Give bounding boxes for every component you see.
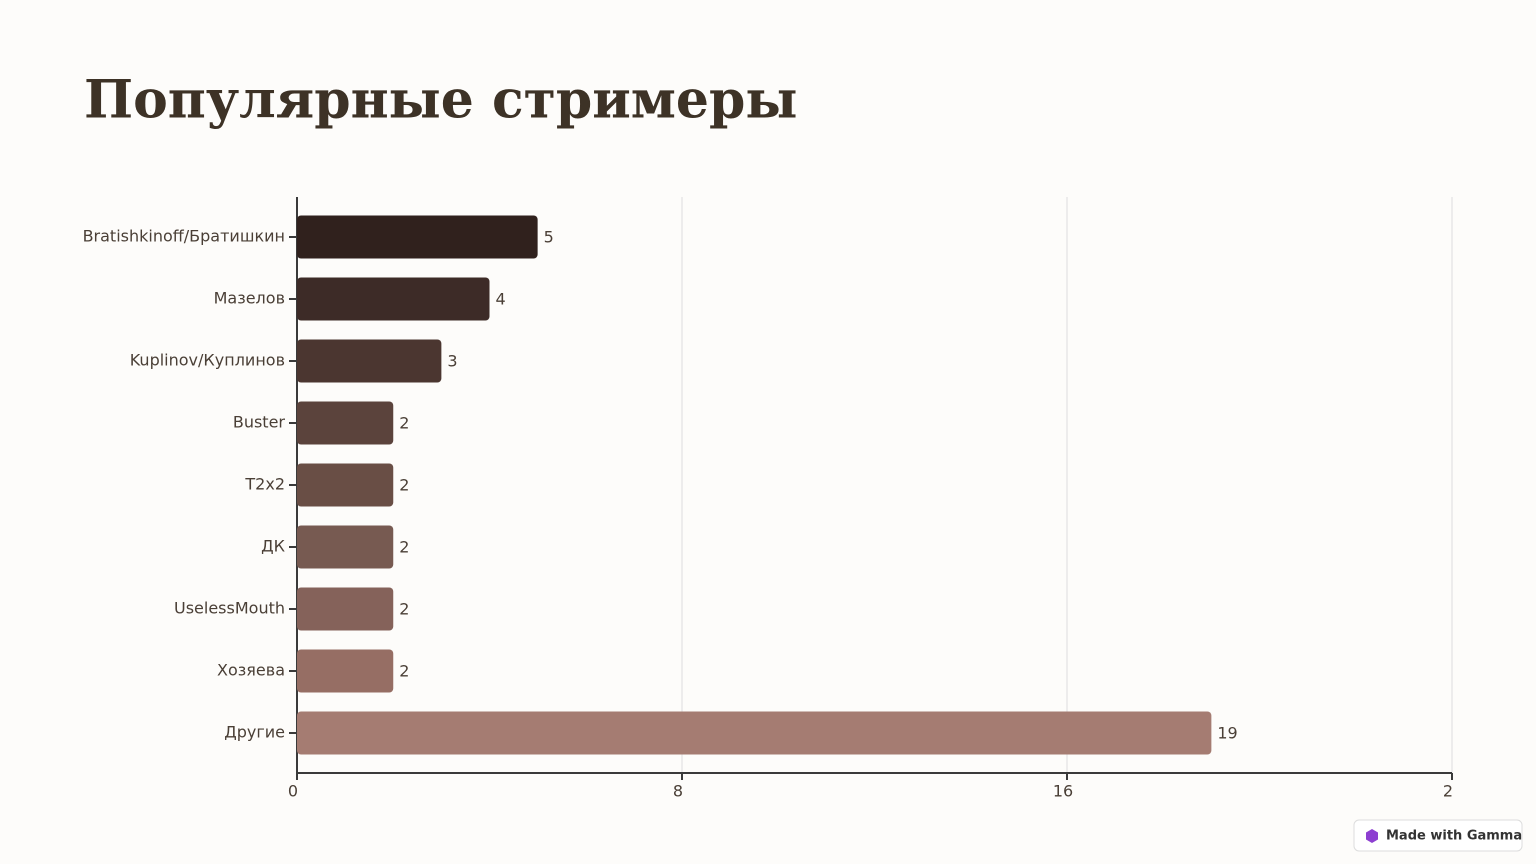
value-label: 2 — [399, 414, 409, 433]
chart-title: Популярные стримеры — [84, 70, 798, 131]
bar — [297, 587, 394, 631]
bar — [297, 525, 394, 569]
y-tick-label: Хозяева — [217, 661, 285, 680]
y-tick-label: Другие — [224, 723, 285, 742]
bar — [297, 649, 394, 693]
bar — [297, 215, 538, 259]
y-tick-label: Мазелов — [214, 289, 285, 308]
bar — [297, 401, 394, 445]
value-label: 2 — [399, 538, 409, 557]
y-tick-label: Kuplinov/Куплинов — [130, 351, 285, 370]
bar — [297, 711, 1212, 755]
y-tick-label: ДК — [261, 537, 286, 556]
value-label: 3 — [447, 352, 457, 371]
bar — [297, 277, 490, 321]
badge-box[interactable] — [1353, 819, 1523, 852]
value-label: 5 — [544, 228, 554, 247]
y-tick-label: Buster — [233, 413, 286, 432]
bar — [297, 339, 442, 383]
x-tick-label: 2 — [1443, 782, 1453, 801]
value-label: 19 — [1217, 724, 1237, 743]
y-tick-label: T2x2 — [244, 475, 285, 494]
value-label: 2 — [399, 662, 409, 681]
badge-icon — [1366, 829, 1378, 843]
value-label: 2 — [399, 600, 409, 619]
badge[interactable]: Made with Gamma — [1353, 819, 1523, 852]
badge-text[interactable]: Made with Gamma — [1386, 829, 1522, 844]
value-label: 2 — [399, 476, 409, 495]
x-tick-label: 8 — [673, 782, 683, 801]
y-tick-label: Bratishkinoff/Братишкин — [83, 227, 285, 246]
y-tick-label: UselessMouth — [174, 599, 285, 618]
bar — [297, 463, 394, 507]
x-tick-label: 0 — [288, 782, 298, 801]
x-tick-label: 16 — [1053, 782, 1073, 801]
value-label: 4 — [496, 290, 506, 309]
